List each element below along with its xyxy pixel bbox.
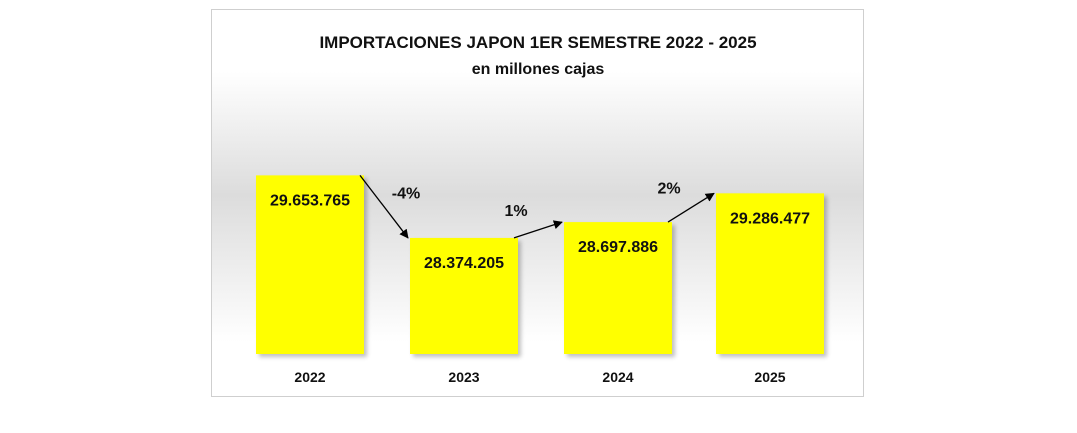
chart-title: IMPORTACIONES JAPON 1ER SEMESTRE 2022 - … [319,33,756,52]
data-label-2023: 28.374.205 [424,255,504,272]
bars-layer [256,175,824,354]
change-label-1: -4% [392,186,420,203]
change-label-3: 2% [657,181,680,198]
change-label-2: 1% [504,203,527,220]
x-tick-label-2024: 2024 [602,369,633,385]
x-tick-label-2023: 2023 [448,369,479,385]
data-label-2024: 28.697.886 [578,239,658,256]
bar-2024 [564,222,672,354]
data-label-2025: 29.286.477 [730,210,810,227]
bar-2022 [256,175,364,354]
data-label-2022: 29.653.765 [270,192,350,209]
chart-subtitle: en millones cajas [472,61,605,78]
change-arrow-3 [667,192,715,223]
bar-2023 [410,237,518,354]
change-arrow-2 [513,220,563,239]
change-arrow-1 [359,174,409,239]
x-tick-label-2022: 2022 [294,369,325,385]
bar-2025 [716,193,824,354]
chart-svg: IMPORTACIONES JAPON 1ER SEMESTRE 2022 - … [256,33,824,385]
chart-frame: IMPORTACIONES JAPON 1ER SEMESTRE 2022 - … [211,9,864,397]
x-tick-label-2025: 2025 [754,369,785,385]
change-arrows-layer [359,174,715,239]
labels-layer: 29.653.765 2022 28.374.205 2023 28.697.886 20… [270,181,810,385]
